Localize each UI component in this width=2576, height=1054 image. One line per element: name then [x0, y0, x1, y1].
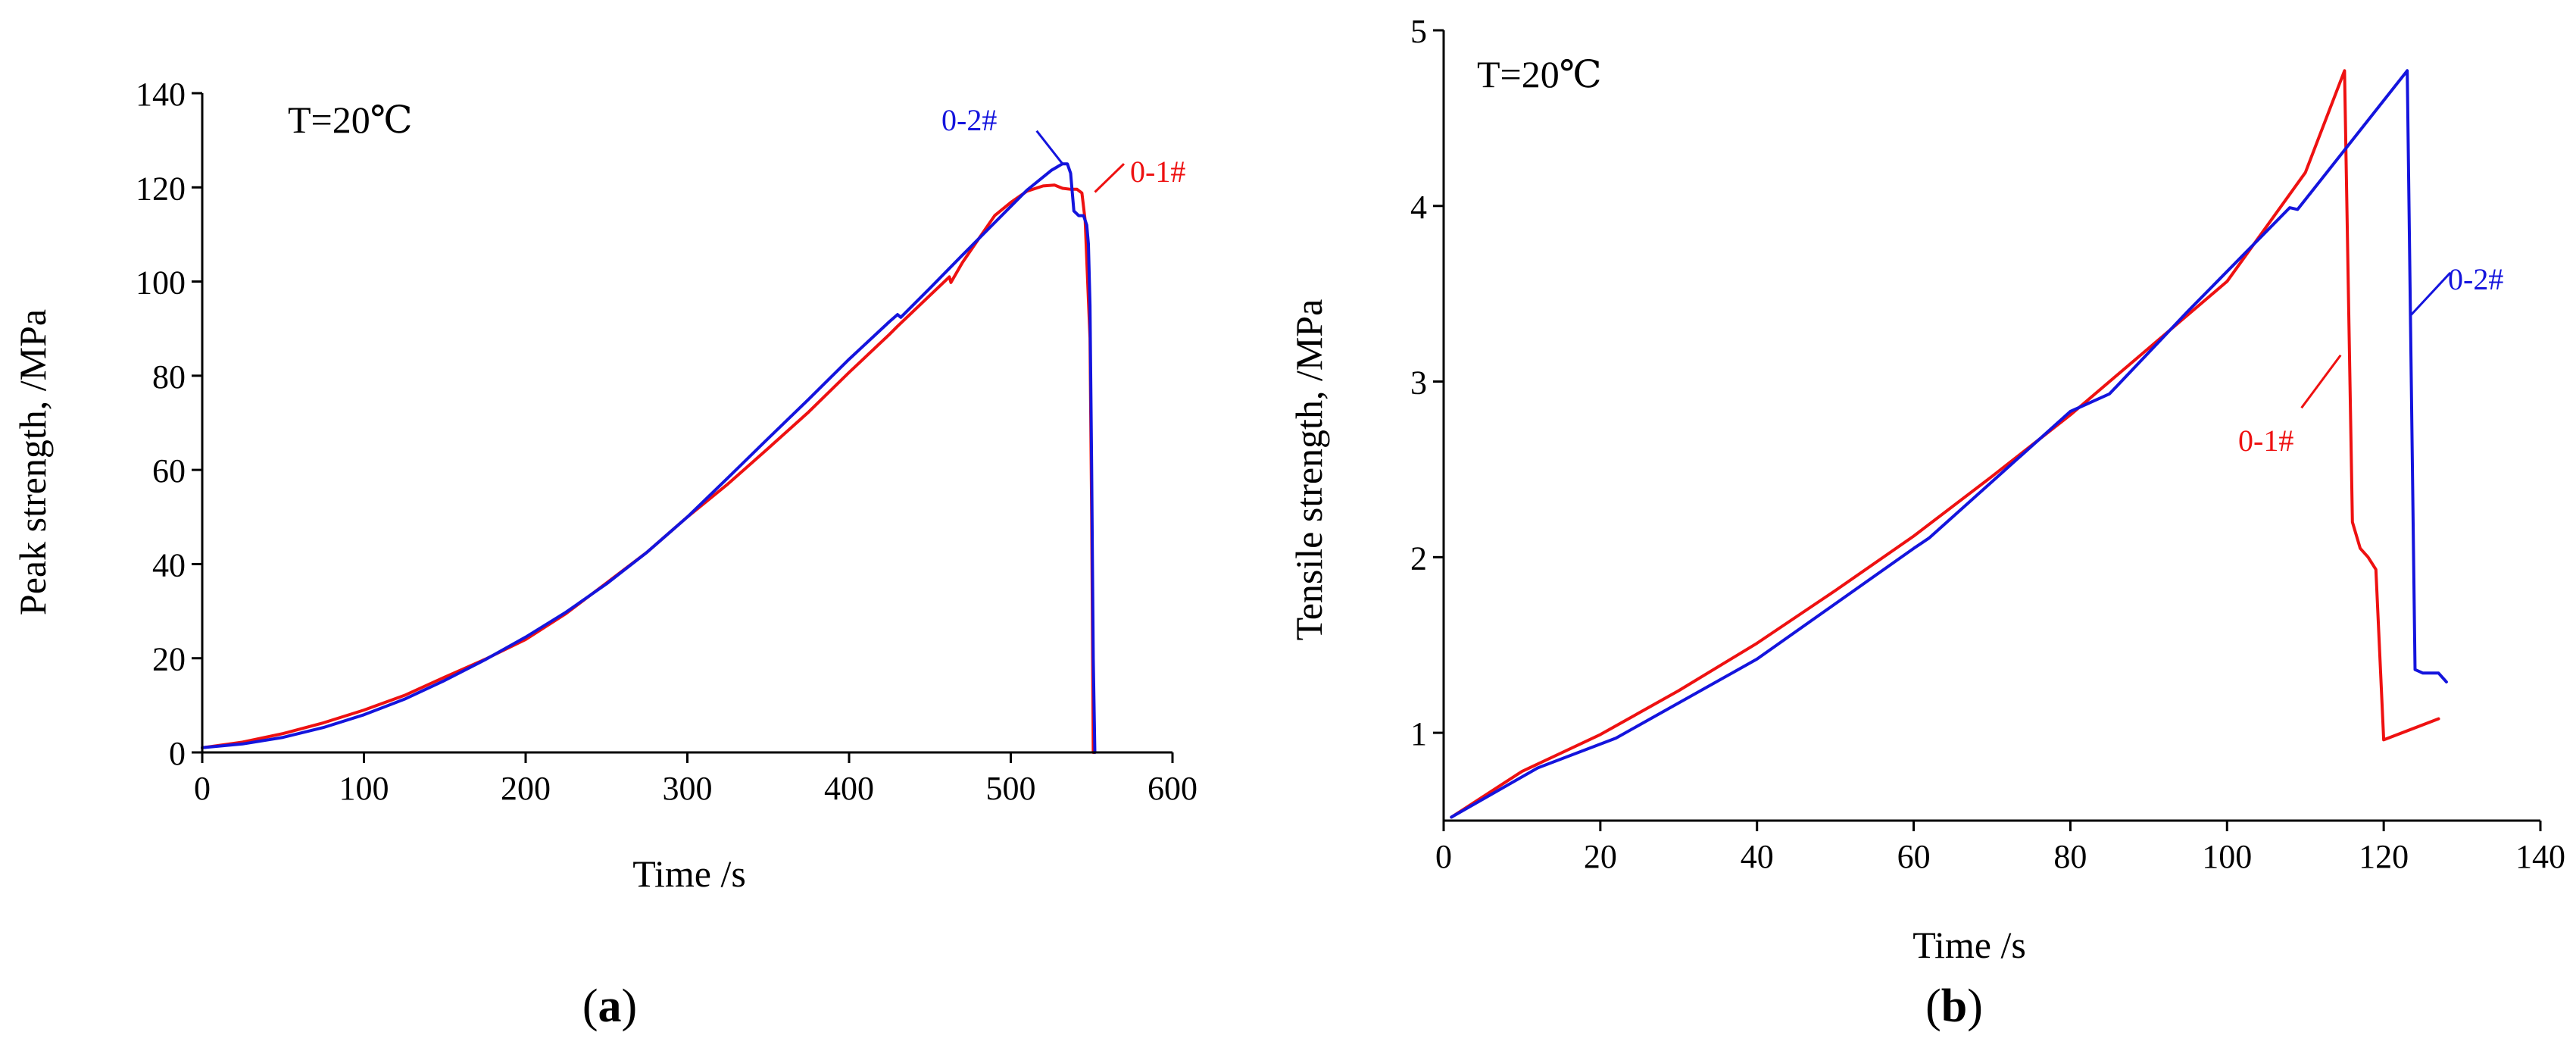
panel-b-axes: [1442, 30, 2540, 822]
panel-b-caption-open: (: [1925, 981, 1941, 1032]
panel-b-ticks: 0 20 40 60 80 100 120 140 1 2 3 4 5: [1410, 13, 2565, 875]
panel-a-series-layer: [201, 130, 1125, 754]
panel-a-y-tick-label: 80: [152, 358, 186, 396]
panel-a-x-tick-label: 600: [1147, 770, 1197, 807]
panel-a-x-tick-label: 500: [986, 770, 1036, 807]
panel-a-x-tick-label: 200: [501, 770, 551, 807]
panel-b-series-line-0-1: [1450, 69, 2440, 819]
panel-a-y-tick-label: 140: [136, 76, 186, 113]
panel-a-y-axis-label: Peak strength, /MPa: [11, 309, 54, 615]
panel-b-x-tick-label: 140: [2515, 838, 2565, 875]
panel-b-annotation: T=20℃: [1477, 53, 1602, 95]
panel-a-series-label-0-2: 0-2#: [941, 103, 997, 137]
panel-b-x-axis-label: Time /s: [1912, 924, 2026, 966]
panel-b-y-axis-label: Tensile strength, /MPa: [1288, 299, 1330, 641]
panel-a-y-tick-label: 100: [136, 264, 186, 302]
panel-a-caption-open: (: [582, 981, 598, 1032]
panel-b-series-layer: [1450, 69, 2452, 819]
panel-a-x-tick-label: 100: [339, 770, 389, 807]
panel-b-y-tick-label: 4: [1410, 189, 1427, 226]
panel-a-ticks: 0 100 200 300 400 500 600 0 20 40 60 80 100 120 140: [136, 76, 1197, 807]
panel-a-x-axis-label: Time /s: [632, 852, 746, 895]
panel-a-caption-close: ): [622, 981, 638, 1032]
panel-a-series-line-0-1: [201, 183, 1095, 754]
panel-b-x-tick-label: 120: [2359, 838, 2409, 875]
panel-b-series-line-0-2: [1450, 69, 2448, 819]
panel-a-y-tick-label: 0: [169, 735, 186, 772]
panel-a-annotation: T=20℃: [288, 99, 413, 141]
panel-a-caption-letter: a: [598, 981, 622, 1032]
panel-b-x-tick-label: 60: [1897, 838, 1931, 875]
panel-a-chart: 0 100 200 300 400 500 600 0 20 40 60 80 100 120 140 T=…: [11, 76, 1197, 895]
panel-b-x-tick-label: 20: [1584, 838, 1617, 875]
panel-a-x-tick-label: 300: [663, 770, 713, 807]
panel-b-y-tick-label: 3: [1410, 364, 1427, 402]
panel-b-caption-letter: b: [1941, 981, 1967, 1032]
panel-b-x-tick-label: 100: [2202, 838, 2252, 875]
panel-b-x-tick-label: 80: [2053, 838, 2087, 875]
panel-b-caption-close: ): [1967, 981, 1983, 1032]
panel-a-series-line-0-2: [201, 162, 1097, 754]
panel-a-series-label-0-1: 0-1#: [1130, 155, 1185, 189]
panel-a-y-tick-label: 20: [152, 641, 186, 678]
panel-b-series-leader-0-1: [2300, 354, 2342, 409]
panel-b-series-label-0-1: 0-1#: [2238, 424, 2293, 458]
panel-b-x-tick-label: 0: [1435, 838, 1452, 875]
panel-a-y-tick-label: 120: [136, 170, 186, 207]
panel-b-series-label-0-2: 0-2#: [2448, 262, 2503, 296]
panel-b-series-leader-0-2: [2410, 271, 2452, 316]
panel-a-y-tick-label: 60: [152, 452, 186, 489]
panel-a-series-leader-0-1: [1094, 163, 1125, 193]
panel-a-x-tick-label: 0: [194, 770, 211, 807]
panel-a-caption: (a): [582, 981, 637, 1032]
panel-b-caption: (b): [1925, 981, 1983, 1032]
panel-b-y-tick-label: 2: [1410, 540, 1427, 577]
panel-a-series-leader-0-2: [1035, 130, 1063, 165]
panel-b-x-tick-label: 40: [1741, 838, 1774, 875]
panel-a-x-tick-label: 400: [824, 770, 874, 807]
panel-b-y-tick-label: 5: [1410, 13, 1427, 50]
panel-a-y-tick-label: 40: [152, 546, 186, 583]
panel-b-y-tick-label: 1: [1410, 715, 1427, 752]
